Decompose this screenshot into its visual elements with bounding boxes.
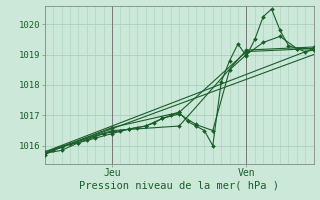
X-axis label: Pression niveau de la mer( hPa ): Pression niveau de la mer( hPa ) — [79, 181, 279, 191]
